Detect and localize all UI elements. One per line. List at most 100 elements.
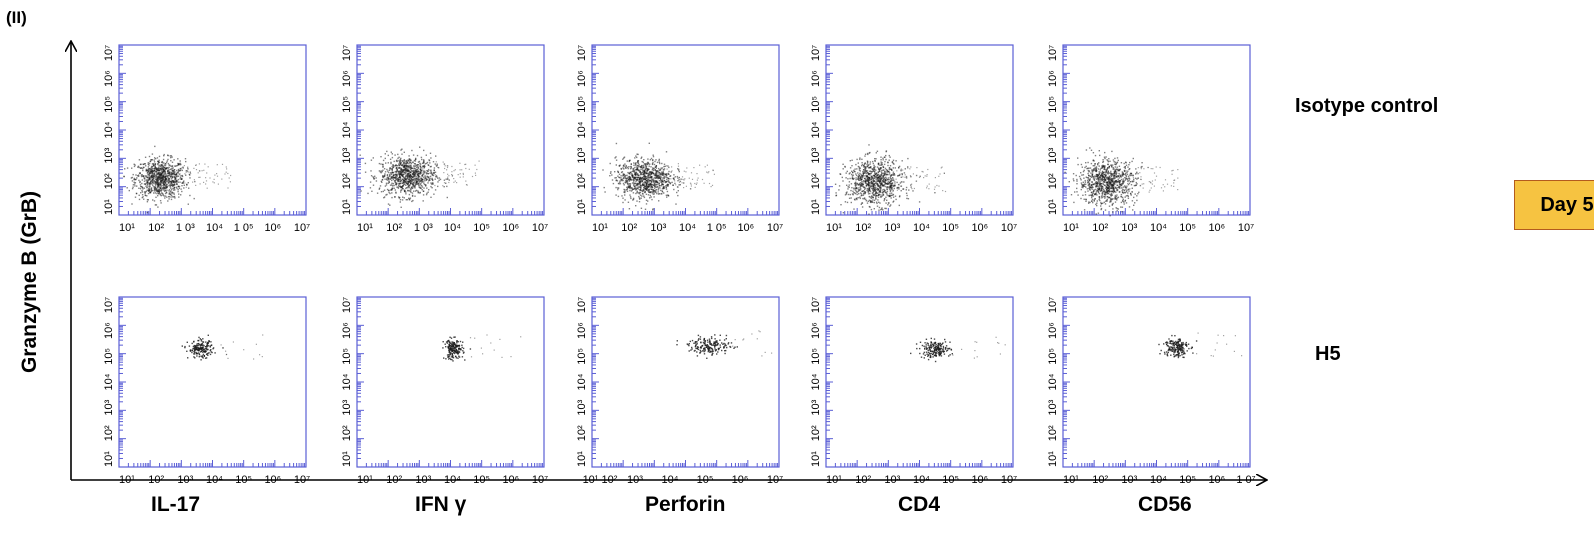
- data-point: [406, 168, 408, 170]
- data-point: [641, 172, 643, 174]
- data-point: [861, 183, 864, 185]
- data-point: [410, 159, 412, 161]
- data-point: [871, 196, 874, 198]
- data-point: [398, 183, 400, 185]
- data-point: [426, 192, 428, 194]
- data-point: [903, 172, 906, 174]
- data-point: [887, 194, 889, 197]
- y-tick-label: 10⁷: [810, 45, 822, 61]
- data-point: [871, 175, 873, 177]
- data-point: [665, 181, 668, 183]
- data-point: [876, 192, 879, 194]
- data-point: [861, 178, 863, 180]
- data-point: [1087, 184, 1089, 186]
- data-point: [631, 189, 633, 191]
- data-point: [620, 178, 622, 181]
- data-point: [431, 174, 434, 176]
- data-point: [381, 170, 383, 173]
- data-point: [889, 184, 892, 187]
- data-point: [891, 192, 893, 194]
- data-point: [655, 191, 657, 194]
- data-point: [853, 188, 855, 190]
- data-point: [147, 183, 149, 185]
- data-point: [135, 192, 138, 195]
- data-point: [399, 178, 401, 181]
- data-point: [1112, 208, 1114, 210]
- data-point: [865, 175, 867, 177]
- data-point: [881, 180, 883, 182]
- data-point: [170, 178, 173, 180]
- data-point: [151, 163, 154, 165]
- data-point: [418, 182, 421, 184]
- data-point: [889, 156, 891, 158]
- data-point: [466, 184, 468, 186]
- data-point: [658, 175, 660, 177]
- data-point: [868, 177, 871, 180]
- data-point: [1091, 169, 1093, 171]
- data-point: [853, 170, 856, 173]
- data-point: [886, 199, 888, 201]
- data-point: [178, 174, 180, 176]
- data-point: [688, 177, 690, 179]
- data-point: [387, 154, 389, 157]
- data-point: [382, 176, 384, 179]
- data-point: [663, 175, 665, 177]
- data-point: [163, 174, 165, 176]
- data-point: [151, 172, 153, 174]
- data-point: [424, 171, 426, 174]
- data-point: [419, 180, 421, 182]
- data-point: [1117, 187, 1119, 189]
- data-point: [874, 185, 877, 187]
- data-point: [1098, 173, 1100, 176]
- data-point: [884, 177, 886, 179]
- data-point: [875, 194, 877, 196]
- data-point: [417, 182, 420, 185]
- data-point: [430, 165, 432, 168]
- data-point: [1099, 171, 1101, 173]
- data-point: [877, 199, 879, 201]
- data-point: [445, 178, 447, 180]
- data-point: [412, 183, 414, 185]
- data-point: [851, 177, 854, 179]
- data-point: [646, 163, 648, 166]
- data-point: [888, 195, 891, 198]
- data-point: [868, 152, 870, 154]
- data-point: [1127, 177, 1130, 179]
- data-point: [933, 188, 936, 190]
- data-point: [396, 165, 399, 167]
- data-point: [422, 180, 424, 182]
- data-point: [875, 152, 877, 154]
- data-point: [413, 182, 415, 184]
- data-point: [628, 180, 631, 182]
- data-point: [407, 182, 410, 184]
- data-point: [404, 173, 406, 175]
- data-point: [397, 171, 400, 173]
- data-point: [161, 178, 163, 180]
- data-point: [390, 177, 392, 180]
- data-point: [159, 164, 161, 166]
- data-point: [636, 166, 638, 168]
- data-point: [139, 167, 142, 169]
- data-point: [905, 186, 908, 189]
- data-point: [384, 174, 386, 177]
- data-point: [451, 174, 454, 176]
- data-point: [643, 182, 646, 184]
- data-point: [869, 161, 872, 163]
- data-point: [395, 164, 397, 167]
- data-point: [878, 191, 880, 193]
- data-point: [654, 182, 656, 184]
- data-point: [430, 169, 432, 171]
- data-point: [173, 171, 175, 173]
- data-point: [649, 163, 651, 165]
- data-point: [849, 177, 851, 180]
- data-point: [400, 164, 402, 166]
- data-point: [877, 167, 880, 169]
- data-point: [420, 169, 422, 171]
- data-point: [141, 174, 143, 176]
- data-point: [168, 178, 171, 180]
- data-point: [859, 186, 862, 188]
- data-point: [412, 154, 415, 156]
- data-point: [229, 181, 231, 183]
- data-point: [134, 182, 137, 184]
- data-point: [629, 176, 632, 178]
